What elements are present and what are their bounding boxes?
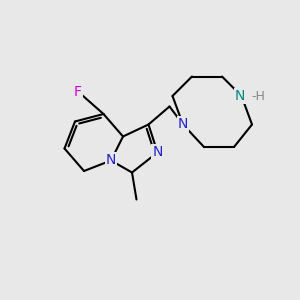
Text: N: N	[178, 118, 188, 131]
Text: F: F	[74, 85, 82, 98]
Text: -H: -H	[251, 89, 265, 103]
Text: N: N	[152, 146, 163, 159]
Text: N: N	[106, 154, 116, 167]
Text: N: N	[235, 89, 245, 103]
